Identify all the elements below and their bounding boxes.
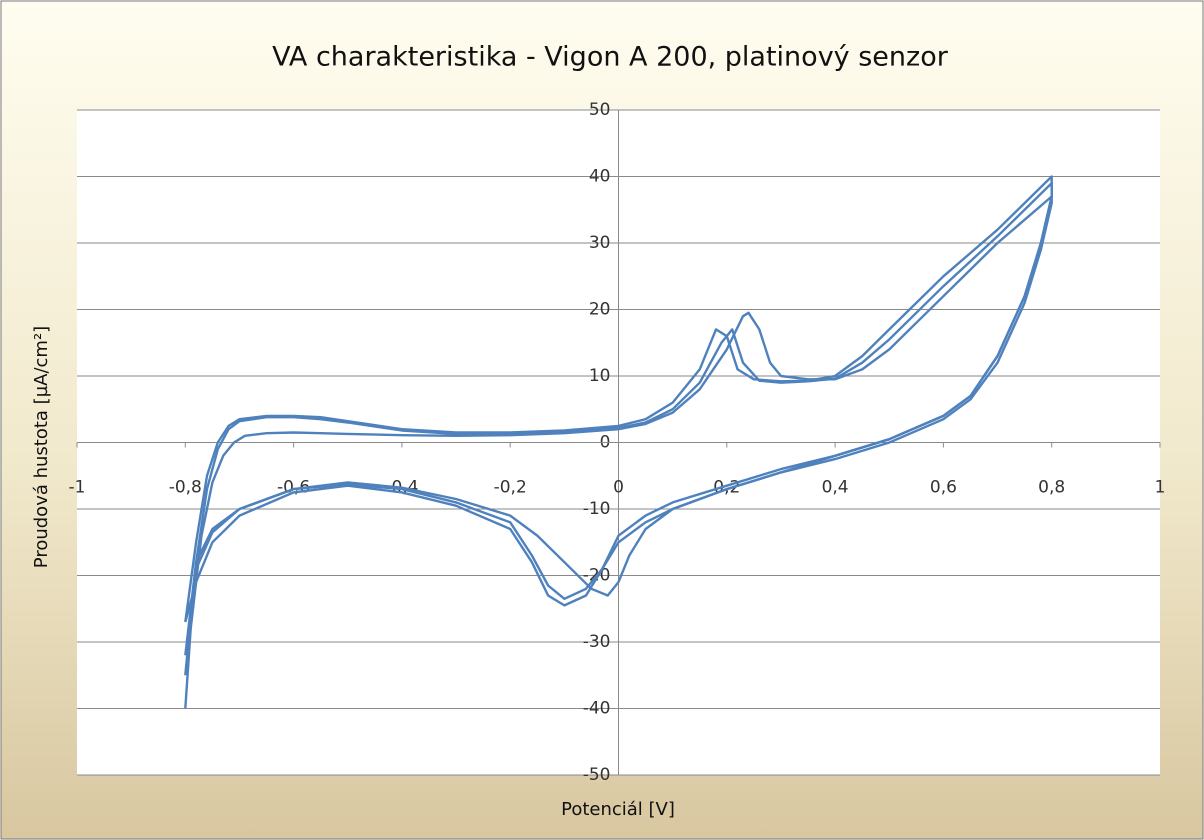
chart-title: VA charakteristika - Vigon A 200, platin… (272, 42, 949, 73)
y-tick-label: -40 (583, 699, 611, 719)
y-tick-label: 50 (589, 100, 611, 120)
y-tick-label: -50 (583, 765, 611, 785)
x-tick-label: 0,4 (822, 478, 849, 498)
data-line (184, 181, 1053, 656)
y-tick-label: -10 (583, 499, 611, 519)
x-tick-label: -0,2 (494, 478, 527, 498)
x-tick-label: -1 (69, 478, 86, 498)
x-axis-label: Potenciál [V] (561, 799, 675, 820)
y-tick-label: -30 (583, 632, 611, 652)
y-axis-label: Proudová hustota [µA/cm²] (31, 326, 52, 568)
y-tick-label: 40 (589, 167, 611, 187)
x-tick-label: -0,8 (169, 478, 202, 498)
data-line (184, 195, 1053, 709)
data-line (184, 175, 1053, 623)
y-tick-label: 10 (589, 366, 611, 386)
x-tick-label: 0 (613, 478, 624, 498)
x-tick-label: 0,8 (1038, 478, 1065, 498)
y-tick-label: 20 (589, 300, 611, 320)
x-tick-label: 1 (1155, 478, 1166, 498)
x-tick-label: 0,6 (930, 478, 957, 498)
y-tick-label: 30 (589, 233, 611, 253)
